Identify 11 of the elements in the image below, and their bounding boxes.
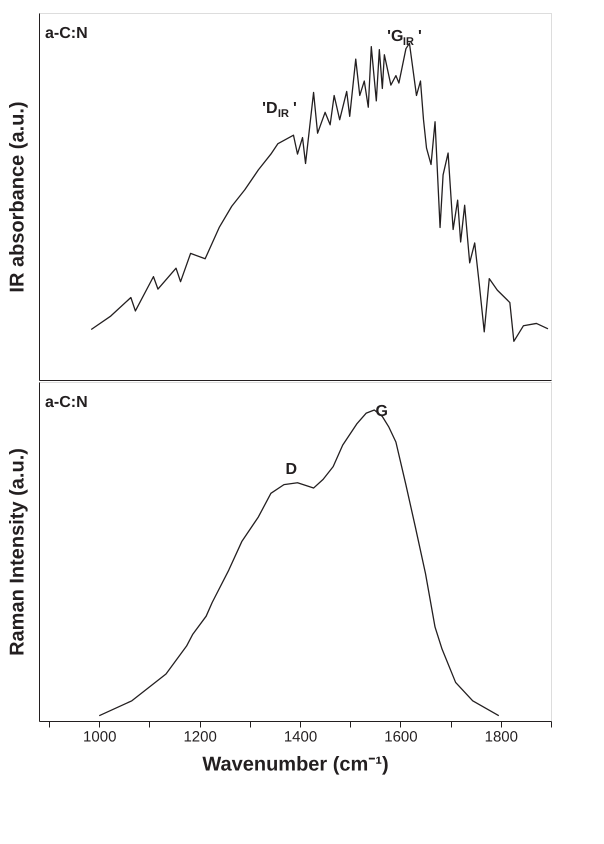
y-axis-title: IR absorbance (a.u.): [6, 101, 28, 293]
x-tick-label: 1200: [183, 728, 217, 746]
x-tick-label: 1000: [83, 728, 116, 746]
x-axis-title: Wavenumber (cm⁻¹): [202, 754, 389, 776]
x-tick-label: 1800: [484, 728, 518, 746]
x-tick-label: 1600: [384, 728, 418, 746]
text: a-C:N: [45, 25, 88, 42]
y-axis-title: Raman Intensity (a.u.): [6, 448, 28, 656]
annotation: D: [286, 461, 298, 478]
annotation: a-C:N: [45, 394, 88, 411]
x-tick-label: 1400: [284, 728, 318, 746]
